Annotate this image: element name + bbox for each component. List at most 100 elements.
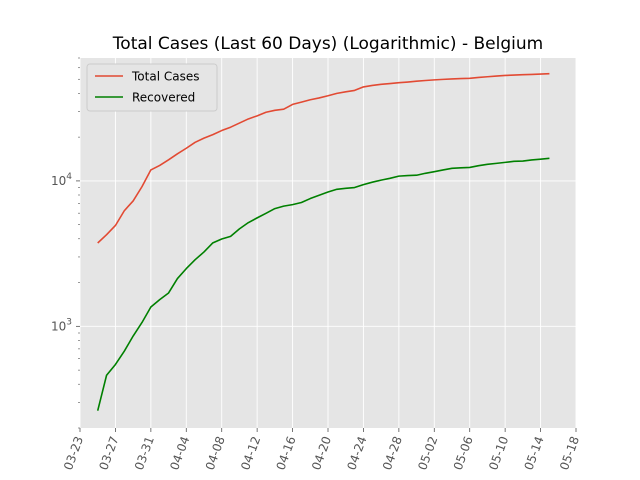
y-axis: 103 104 [51,57,80,429]
data-point-total-cases [132,200,134,202]
data-point-total-cases [212,134,214,136]
data-point-recovered [398,175,400,177]
data-point-recovered [495,163,497,165]
data-point-recovered [150,306,152,308]
data-point-recovered [292,204,294,206]
data-point-total-cases [371,85,373,87]
data-point-recovered [425,172,427,174]
data-point-total-cases [380,84,382,86]
data-point-total-cases [389,83,391,85]
data-point-recovered [416,174,418,176]
data-point-total-cases [504,75,506,77]
data-point-total-cases [230,126,232,128]
data-point-total-cases [239,122,241,124]
x-tick-label: 04-20 [309,434,334,472]
data-point-total-cases [221,130,223,132]
data-point-total-cases [345,91,347,93]
data-point-recovered [256,217,258,219]
data-point-recovered [265,213,267,215]
data-point-total-cases [425,80,427,82]
data-point-total-cases [327,95,329,97]
data-point-total-cases [292,104,294,106]
x-tick-label: 03-27 [96,434,121,472]
data-point-recovered [221,238,223,240]
data-point-total-cases [433,79,435,81]
data-point-recovered [478,165,480,167]
data-point-recovered [513,160,515,162]
data-point-recovered [540,158,542,160]
data-point-total-cases [123,210,125,212]
data-point-total-cases [398,82,400,84]
data-point-total-cases [283,108,285,110]
data-point-recovered [389,178,391,180]
data-point-recovered [469,167,471,169]
data-point-recovered [363,184,365,186]
data-point-total-cases [540,73,542,75]
data-point-total-cases [203,137,205,139]
y-tick-label: 103 [51,317,72,333]
data-point-recovered [168,292,170,294]
data-point-recovered [212,242,214,244]
data-point-total-cases [522,74,524,76]
data-point-total-cases [531,74,533,76]
data-point-total-cases [256,115,258,117]
data-point-total-cases [460,78,462,80]
data-point-total-cases [194,141,196,143]
data-point-total-cases [549,73,551,75]
data-point-recovered [141,322,143,324]
data-point-recovered [549,158,551,160]
data-point-total-cases [451,78,453,80]
x-tick-label: 04-04 [167,434,192,472]
data-point-total-cases [168,159,170,161]
data-point-recovered [371,181,373,183]
x-tick-label: 05-10 [486,434,511,472]
data-point-recovered [327,191,329,193]
data-point-recovered [504,162,506,164]
data-point-recovered [336,188,338,190]
data-point-total-cases [141,186,143,188]
x-tick-label: 04-12 [238,434,263,472]
data-point-recovered [106,374,108,376]
x-tick-label: 04-24 [344,434,369,472]
data-point-recovered [203,251,205,253]
data-point-recovered [318,195,320,197]
data-point-total-cases [309,99,311,101]
data-point-total-cases [150,169,152,171]
data-point-total-cases [513,74,515,76]
x-tick-label: 05-02 [415,434,440,472]
x-tick-label: 03-31 [132,434,157,472]
series-layer [96,72,551,412]
data-point-recovered [309,198,311,200]
data-point-total-cases [354,90,356,92]
data-point-total-cases [301,101,303,103]
data-point-total-cases [495,75,497,77]
data-point-recovered [487,163,489,165]
data-point-total-cases [442,79,444,81]
data-point-recovered [247,222,249,224]
data-point-recovered [460,167,462,169]
data-point-recovered [97,410,99,412]
data-point-total-cases [97,242,99,244]
data-point-recovered [442,169,444,171]
data-point-total-cases [274,109,276,111]
data-point-total-cases [159,165,161,167]
legend-label-recovered: Recovered [132,91,195,105]
x-axis: 03-23 03-27 03-31 04-04 04-08 04-12 04-16 04-20… [61,428,582,472]
data-point-recovered [159,299,161,301]
data-point-total-cases [487,76,489,78]
x-tick-label: 05-18 [557,434,582,472]
data-point-recovered [194,259,196,261]
x-tick-label: 04-16 [274,434,299,472]
series-line-total-cases [97,72,550,244]
data-point-recovered [123,350,125,352]
data-point-recovered [230,236,232,238]
data-point-total-cases [407,81,409,83]
legend-label-total-cases: Total Cases [131,70,199,84]
data-point-recovered [283,205,285,207]
data-point-recovered [274,208,276,210]
data-point-recovered [345,188,347,190]
grid-lines [79,58,577,428]
data-point-total-cases [318,97,320,99]
data-point-total-cases [177,153,179,155]
